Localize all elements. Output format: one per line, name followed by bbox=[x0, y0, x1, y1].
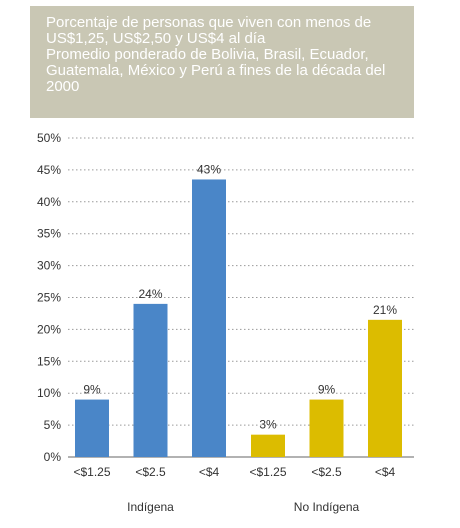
y-tick-label: 15% bbox=[37, 354, 61, 368]
y-tick-label: 30% bbox=[37, 259, 61, 273]
y-tick-label: 0% bbox=[44, 450, 62, 464]
y-tick-label: 5% bbox=[44, 418, 62, 432]
bar bbox=[75, 399, 109, 457]
y-tick-label: 50% bbox=[37, 131, 61, 145]
data-label: 9% bbox=[318, 383, 336, 397]
bar bbox=[309, 399, 344, 457]
x-tick-label: <$4 bbox=[375, 465, 396, 479]
chart-title-line-2: US$1,25, US$2,50 y US$4 al día bbox=[46, 30, 266, 47]
bar bbox=[133, 303, 168, 457]
data-label: 3% bbox=[259, 418, 277, 432]
y-tick-label: 35% bbox=[37, 227, 61, 241]
x-tick-label: <$4 bbox=[199, 465, 220, 479]
chart-title-line-5: 2000 bbox=[46, 78, 80, 95]
chart-title-line-3: Promedio ponderado de Bolivia, Brasil, E… bbox=[46, 46, 369, 63]
y-tick-label: 45% bbox=[37, 163, 61, 177]
data-label: 43% bbox=[197, 162, 221, 176]
x-tick-label: <$2.5 bbox=[135, 465, 166, 479]
y-tick-label: 40% bbox=[37, 195, 61, 209]
chart-title-box: Porcentaje de personas que viven con men… bbox=[30, 6, 414, 118]
chart-title-line-1: Porcentaje de personas que viven con men… bbox=[46, 14, 372, 31]
y-tick-label: 20% bbox=[37, 322, 61, 336]
bar bbox=[192, 179, 226, 457]
data-label: 9% bbox=[83, 383, 101, 397]
x-tick-label: <$1.25 bbox=[73, 465, 110, 479]
bar bbox=[368, 319, 402, 457]
bar bbox=[251, 434, 285, 457]
chart-title-line-4: Guatemala, México y Perú a fines de la d… bbox=[46, 62, 386, 79]
y-tick-label: 25% bbox=[37, 291, 61, 305]
data-label: 21% bbox=[373, 303, 397, 317]
y-tick-label: 10% bbox=[37, 386, 61, 400]
x-tick-label: <$2.5 bbox=[311, 465, 342, 479]
data-label: 24% bbox=[138, 287, 162, 301]
group-label: Indígena bbox=[127, 500, 174, 514]
x-tick-label: <$1.25 bbox=[249, 465, 286, 479]
group-label: No Indígena bbox=[294, 500, 360, 514]
